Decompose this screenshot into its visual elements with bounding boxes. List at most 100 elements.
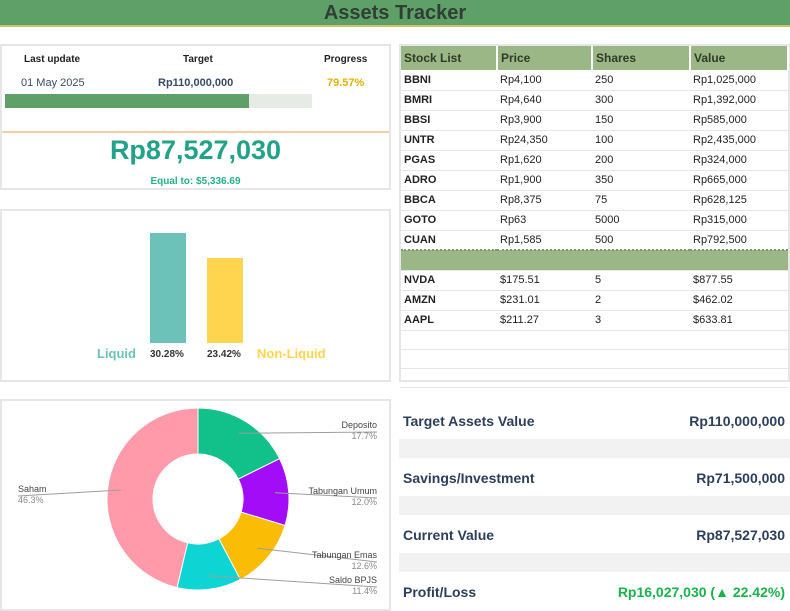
blank-row[interactable] — [401, 349, 788, 369]
spacer — [399, 496, 790, 515]
ticker-cell[interactable]: CUAN — [401, 230, 497, 251]
ticker-cell[interactable]: ADRO — [401, 170, 497, 191]
shares-cell[interactable]: 5 — [592, 270, 690, 291]
value-cell[interactable]: Rp792,500 — [690, 230, 788, 251]
price-cell[interactable]: Rp8,375 — [497, 190, 592, 211]
slice-label: Saham — [18, 484, 47, 494]
slice-pct: 46.3% — [18, 495, 44, 505]
current-total: Rp87,527,030 — [109, 135, 282, 165]
donut-slice-saham[interactable] — [106, 407, 199, 589]
target-value: Rp110,000,000 — [158, 77, 234, 89]
ticker-cell[interactable]: AMZN — [401, 290, 497, 311]
price-cell[interactable]: Rp4,640 — [497, 90, 592, 111]
price-cell[interactable]: $211.27 — [497, 310, 592, 331]
slice-pct: 12.6% — [351, 561, 377, 571]
slice-label: Deposito — [341, 420, 377, 430]
leader-line — [257, 547, 378, 563]
slice-pct: 11.4% — [352, 586, 377, 596]
ticker-cell[interactable]: GOTO — [401, 210, 497, 231]
leader-line — [238, 431, 378, 434]
last-update-value: 01 May 2025 — [21, 77, 85, 89]
value-cell[interactable]: Rp585,000 — [690, 110, 788, 131]
liquidity-panel: Liquid 30.28% 23.42% Non-Liquid — [0, 209, 391, 382]
shares-cell[interactable]: 300 — [592, 90, 690, 111]
value-cell[interactable]: Rp2,435,000 — [690, 130, 788, 151]
table-row[interactable]: AMZN $231.01 2 $462.02 — [401, 290, 788, 311]
table-row[interactable]: NVDA $175.51 5 $877.55 — [401, 270, 788, 291]
title-bar: Assets Tracker — [0, 0, 790, 27]
ticker-cell[interactable]: AAPL — [401, 310, 497, 331]
leader-line — [17, 489, 122, 497]
table-row[interactable]: BBSI Rp3,900 150 Rp585,000 — [401, 110, 788, 131]
target-assets-row: Target Assets Value Rp110,000,000 — [399, 401, 790, 439]
value-cell[interactable]: Rp1,392,000 — [690, 90, 788, 111]
progress-bar-fill — [5, 94, 250, 108]
value-cell[interactable]: Rp628,125 — [690, 190, 788, 211]
shares-cell[interactable]: 100 — [592, 130, 690, 151]
shares-cell[interactable]: 350 — [592, 170, 690, 191]
shares-cell[interactable]: 250 — [592, 70, 690, 91]
value-cell[interactable]: Rp665,000 — [690, 170, 788, 191]
shares-cell[interactable]: 500 — [592, 230, 690, 251]
shares-cell[interactable]: 75 — [592, 190, 690, 211]
value-cell[interactable]: $877.55 — [690, 270, 788, 291]
table-row[interactable]: BBNI Rp4,100 250 Rp1,025,000 — [401, 70, 788, 91]
value-cell[interactable]: $462.02 — [690, 290, 788, 311]
ticker-cell[interactable]: BMRI — [401, 90, 497, 111]
table-row[interactable]: ADRO Rp1,900 350 Rp665,000 — [401, 170, 788, 191]
table-row[interactable]: CUAN Rp1,585 500 Rp792,500 — [401, 230, 788, 251]
price-cell[interactable]: Rp1,585 — [497, 230, 592, 251]
price-cell[interactable]: Rp4,100 — [497, 70, 592, 91]
table-row[interactable]: BMRI Rp4,640 300 Rp1,392,000 — [401, 90, 788, 111]
profit-loss-label: Profit/Loss — [403, 584, 477, 600]
table-row[interactable]: AAPL $211.27 3 $633.81 — [401, 310, 788, 331]
shares-cell[interactable]: 200 — [592, 150, 690, 171]
price-cell[interactable]: Rp1,620 — [497, 150, 592, 171]
allocation-panel: Deposito 17.7% Tabungan Umum 12.0% Tabungan … — [0, 399, 391, 611]
savings-row: Savings/Investment Rp71,500,000 — [399, 458, 790, 496]
price-cell[interactable]: $175.51 — [497, 270, 592, 291]
liquid-label: Liquid — [97, 346, 136, 361]
ticker-cell[interactable]: BBNI — [401, 70, 497, 91]
col-price[interactable]: Price — [497, 46, 593, 70]
non-liquid-label: Non-Liquid — [257, 346, 326, 361]
ticker-cell[interactable]: BBSI — [401, 110, 497, 131]
slice-pct: 17.7% — [351, 431, 377, 441]
col-stock-list[interactable]: Stock List — [401, 46, 498, 70]
col-shares[interactable]: Shares — [592, 46, 691, 70]
value-cell[interactable]: Rp1,025,000 — [690, 70, 788, 91]
ticker-cell[interactable]: PGAS — [401, 150, 497, 171]
table-row[interactable]: BBCA Rp8,375 75 Rp628,125 — [401, 190, 788, 211]
price-cell[interactable]: Rp24,350 — [497, 130, 592, 151]
price-cell[interactable]: Rp1,900 — [497, 170, 592, 191]
non-liquid-pct: 23.42% — [207, 349, 241, 360]
shares-cell[interactable]: 3 — [592, 310, 690, 331]
shares-cell[interactable]: 5000 — [592, 210, 690, 231]
blank-row[interactable] — [401, 330, 788, 350]
price-cell[interactable]: $231.01 — [497, 290, 592, 311]
shares-cell[interactable]: 2 — [592, 290, 690, 311]
table-row[interactable]: GOTO Rp63 5000 Rp315,000 — [401, 210, 788, 231]
last-update-header: Last update — [24, 54, 81, 65]
profit-loss-value: Rp16,027,030 (▲ 22.42%) — [617, 584, 785, 600]
slice-label: Tabungan Emas — [312, 550, 378, 560]
slice-label: Saldo BPJS — [329, 575, 377, 585]
value-cell[interactable]: $633.81 — [690, 310, 788, 331]
current-value-label: Current Value — [403, 527, 495, 543]
col-value[interactable]: Value — [690, 46, 789, 70]
table-row[interactable]: UNTR Rp24,350 100 Rp2,435,000 — [401, 130, 788, 151]
current-value-value: Rp87,527,030 — [696, 527, 785, 543]
value-cell[interactable]: Rp324,000 — [690, 150, 788, 171]
stocks-panel: Stock List Price Shares Value BBNI Rp4,10… — [399, 44, 790, 388]
price-cell[interactable]: Rp63 — [497, 210, 592, 231]
blank-row[interactable] — [401, 368, 788, 388]
ticker-cell[interactable]: NVDA — [401, 270, 497, 291]
current-value-row: Current Value Rp87,527,030 — [399, 515, 790, 553]
value-cell[interactable]: Rp315,000 — [690, 210, 788, 231]
price-cell[interactable]: Rp3,900 — [497, 110, 592, 131]
shares-cell[interactable]: 150 — [592, 110, 690, 131]
table-row[interactable]: PGAS Rp1,620 200 Rp324,000 — [401, 150, 788, 171]
ticker-cell[interactable]: UNTR — [401, 130, 497, 151]
ticker-cell[interactable]: BBCA — [401, 190, 497, 211]
